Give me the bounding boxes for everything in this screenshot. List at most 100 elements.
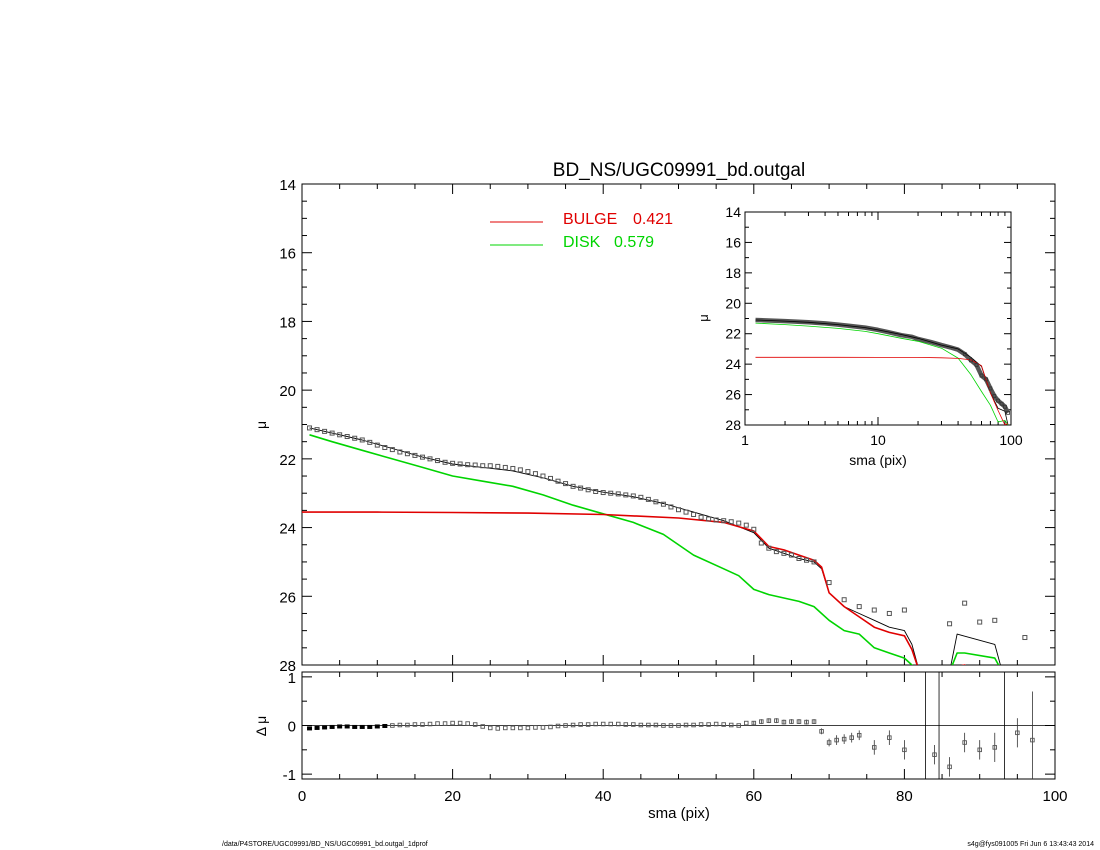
main-data-point bbox=[676, 507, 681, 513]
residual-point bbox=[706, 722, 711, 727]
residual-point bbox=[653, 722, 659, 728]
x-tick-label: 0 bbox=[298, 788, 306, 805]
residual-point bbox=[834, 737, 839, 743]
residual-point bbox=[382, 723, 388, 728]
main-data-point bbox=[502, 464, 508, 470]
x-tick-label: 60 bbox=[745, 788, 762, 805]
residual-point bbox=[570, 722, 576, 728]
main-data-point bbox=[645, 496, 651, 502]
x-tick-label: 80 bbox=[896, 788, 913, 805]
residual-point bbox=[932, 752, 937, 757]
legend-disk-label: DISK bbox=[563, 234, 601, 251]
main-data-point bbox=[307, 425, 313, 431]
residual-point bbox=[457, 720, 463, 726]
residual-point bbox=[736, 723, 741, 728]
main-data-point bbox=[638, 494, 644, 500]
chart-title: BD_NS/UGC09991_bd.outgal bbox=[553, 160, 805, 181]
main-data-point bbox=[826, 580, 832, 586]
footer-timestamp: s4g@fys091005 Fri Jun 6 13:43:43 2014 bbox=[967, 841, 1094, 848]
inset-data-point bbox=[979, 373, 984, 378]
main-y-tick-label: 24 bbox=[279, 521, 296, 538]
residual-point bbox=[548, 724, 553, 730]
residual-point bbox=[472, 722, 478, 727]
inset-disk-line bbox=[755, 322, 1009, 425]
inset-x-tick-label: 1 bbox=[741, 432, 749, 448]
main-data-point bbox=[706, 516, 712, 522]
x-tick-label: 20 bbox=[444, 788, 461, 805]
main-data-point bbox=[510, 465, 516, 471]
residual-point bbox=[427, 721, 433, 727]
residual-point bbox=[819, 729, 824, 734]
legend: BULGE 0.421 DISK 0.579 bbox=[490, 211, 673, 251]
main-data-point bbox=[367, 439, 373, 445]
inset-y-tick-label: 18 bbox=[725, 265, 741, 281]
main-data-point bbox=[389, 447, 395, 453]
inset-y-tick-label: 20 bbox=[725, 295, 741, 311]
x-axis-label: sma (pix) bbox=[648, 805, 710, 822]
main-data-point bbox=[427, 456, 433, 462]
residual-point bbox=[314, 725, 320, 730]
main-data-point bbox=[563, 481, 569, 487]
chart-text: BD_NS/UGC09991_bd.outgal sma (pix) μ Δ μ… bbox=[253, 160, 907, 822]
main-data-point bbox=[359, 437, 365, 443]
inset-data-point bbox=[962, 352, 967, 357]
main-data-point bbox=[547, 475, 553, 481]
inset-data-point bbox=[984, 377, 989, 382]
main-data-point bbox=[593, 488, 599, 494]
main-data-point bbox=[721, 518, 727, 524]
main-data-point bbox=[886, 610, 892, 616]
inset-y-tick-label: 16 bbox=[725, 234, 741, 250]
residual-plot: 10-10 20 40 60 80 100 bbox=[283, 670, 1068, 805]
main-data-point bbox=[532, 471, 538, 477]
residual-point bbox=[503, 725, 508, 731]
residual-point bbox=[962, 740, 967, 745]
main-data-point bbox=[743, 522, 749, 528]
residual-point bbox=[676, 723, 681, 728]
main-data-point bbox=[487, 463, 493, 469]
residual-point bbox=[405, 722, 410, 728]
residual-point bbox=[600, 721, 606, 727]
main-data-point bbox=[555, 478, 561, 484]
residual-point bbox=[646, 722, 651, 728]
residual-point bbox=[668, 723, 674, 728]
main-plot: 14 16 18 20 22 24 26 28 bbox=[279, 177, 1056, 675]
inset-plot-data bbox=[755, 317, 1011, 425]
main-data-point bbox=[962, 600, 968, 606]
main-data-point bbox=[585, 487, 591, 493]
residual-point bbox=[450, 720, 455, 726]
main-bulge-line bbox=[302, 511, 966, 665]
inset-y-tick-label: 22 bbox=[725, 326, 741, 342]
residual-point bbox=[774, 718, 779, 723]
main-y-tick-label: 22 bbox=[279, 452, 296, 469]
main-data-point bbox=[412, 452, 418, 458]
inset-plot: 14 16 18 20 22 24 26 281 10 100 bbox=[725, 204, 1022, 448]
inset-y-axis-label: μ bbox=[696, 314, 711, 322]
main-data-point bbox=[796, 555, 802, 561]
residual-point bbox=[608, 721, 613, 727]
residual-point bbox=[887, 735, 892, 740]
main-data-point bbox=[713, 517, 719, 523]
residual-point bbox=[616, 721, 621, 727]
inset-data-point bbox=[988, 386, 993, 391]
inset-bulge-line bbox=[755, 356, 1009, 425]
main-data-point bbox=[871, 607, 877, 613]
main-data-point bbox=[322, 428, 328, 434]
main-data-point bbox=[781, 550, 787, 556]
residual-point bbox=[781, 719, 787, 725]
inset-data-point bbox=[996, 398, 1001, 403]
main-data-point bbox=[623, 492, 629, 498]
residual-point bbox=[872, 745, 877, 750]
residual-point bbox=[856, 732, 862, 738]
residual-point bbox=[977, 747, 982, 753]
residual-point bbox=[585, 722, 591, 727]
inset-plot-frame bbox=[744, 211, 1012, 426]
main-data-point bbox=[668, 504, 674, 510]
main-data-point bbox=[653, 499, 659, 505]
y-axis-label: μ bbox=[253, 421, 269, 429]
main-data-point bbox=[397, 449, 403, 455]
main-data-point bbox=[992, 617, 998, 623]
inset-model-total-line bbox=[755, 319, 1009, 425]
main-data-point bbox=[419, 454, 425, 460]
main-data-point bbox=[947, 621, 953, 627]
residual-point bbox=[1030, 737, 1035, 743]
